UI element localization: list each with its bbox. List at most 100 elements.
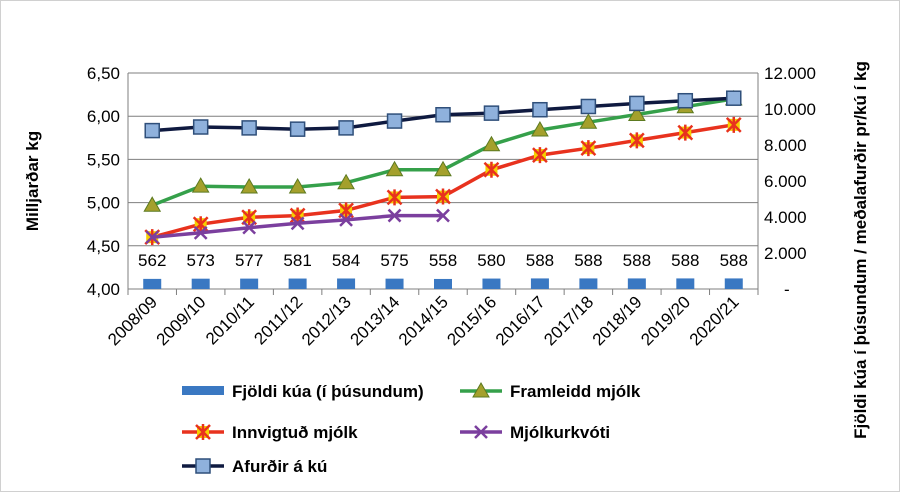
legend-label: Mjólkurkvóti bbox=[510, 423, 610, 442]
legend-marker bbox=[195, 458, 211, 474]
x-tick-label: 2014/15 bbox=[395, 292, 452, 349]
bar-value-label: 588 bbox=[671, 251, 699, 270]
x-tick-label: 2011/12 bbox=[250, 292, 306, 348]
point-innvigtuð-mjólk-cross bbox=[677, 124, 694, 141]
left-tick-label: 4,00 bbox=[87, 280, 120, 299]
bar-value-label: 577 bbox=[235, 251, 263, 270]
point-framleidd-mjólk bbox=[385, 160, 404, 177]
right-tick-label: 2.000 bbox=[764, 244, 807, 263]
bar-cows bbox=[579, 278, 598, 289]
point-afurðir-á-kú bbox=[386, 113, 403, 129]
bar-cows bbox=[385, 278, 404, 289]
point-afurðir-á-kú bbox=[629, 95, 645, 112]
x-tick-label: 2019/20 bbox=[637, 292, 694, 349]
legend-swatch bbox=[182, 386, 224, 395]
x-tick-label: 2013/14 bbox=[346, 292, 403, 349]
point-mjólkurkvóti bbox=[290, 216, 305, 231]
legend-marker bbox=[474, 425, 488, 439]
x-tick-label: 2018/19 bbox=[589, 292, 646, 349]
bar-cows bbox=[337, 278, 356, 289]
point-afurðir-á-kú bbox=[726, 90, 742, 106]
point-framleidd-mjólk bbox=[627, 105, 646, 121]
point-mjólkurkvóti bbox=[436, 208, 450, 223]
point-framleidd-mjólk bbox=[337, 173, 355, 190]
point-innvigtuð-mjólk-cross bbox=[483, 161, 500, 178]
legend-label: Framleidd mjólk bbox=[510, 382, 641, 401]
point-innvigtuð-mjólk-cross bbox=[386, 189, 403, 206]
point-afurðir-á-kú bbox=[192, 119, 209, 135]
bar-cows bbox=[191, 278, 210, 289]
x-tick-label: 2012/13 bbox=[298, 292, 355, 349]
right-tick-label: 6.000 bbox=[764, 172, 807, 191]
bar-value-label: 580 bbox=[477, 251, 505, 270]
point-innvigtuð-mjólk-cross bbox=[532, 147, 548, 164]
bar-cows bbox=[482, 278, 501, 289]
bar-cows bbox=[143, 278, 162, 289]
bar-cows bbox=[627, 278, 646, 289]
legend-marker bbox=[472, 381, 490, 398]
point-mjólkurkvóti bbox=[193, 225, 208, 240]
point-afurðir-á-kú bbox=[289, 121, 306, 137]
point-framleidd-mjólk bbox=[191, 177, 210, 193]
point-mjólkurkvóti bbox=[242, 220, 257, 235]
point-innvigtuð-mjólk-cross bbox=[628, 132, 645, 149]
bar-value-label: 562 bbox=[138, 251, 166, 270]
right-axis-title: Fjöldi kúa í þúsundum / meðalafurðir pr/… bbox=[851, 61, 870, 439]
right-tick-label: 12.000 bbox=[764, 64, 816, 83]
bar-value-label: 588 bbox=[574, 251, 602, 270]
legend-marker-cross bbox=[195, 424, 211, 440]
point-mjólkurkvóti bbox=[145, 230, 160, 245]
bar-value-label: 581 bbox=[283, 251, 311, 270]
point-framleidd-mjólk bbox=[531, 121, 549, 137]
x-tick-label: 2017/18 bbox=[540, 292, 597, 349]
left-tick-label: 5,50 bbox=[87, 150, 120, 169]
bar-value-label: 575 bbox=[380, 251, 408, 270]
point-innvigtuð-mjólk-cross bbox=[725, 116, 742, 133]
x-tick-label: 2015/16 bbox=[443, 292, 500, 349]
left-tick-label: 5,00 bbox=[87, 194, 120, 213]
point-mjólkurkvóti bbox=[387, 208, 402, 223]
point-framleidd-mjólk bbox=[579, 113, 598, 129]
bar-value-label: 588 bbox=[720, 251, 748, 270]
bar-cows bbox=[240, 278, 259, 289]
point-framleidd-mjólk bbox=[434, 160, 452, 177]
bar-cows bbox=[530, 278, 549, 289]
left-tick-label: 6,00 bbox=[87, 107, 120, 126]
x-tick-label: 2016/17 bbox=[492, 292, 549, 349]
left-tick-label: 6,50 bbox=[87, 64, 120, 83]
bar-value-label: 584 bbox=[332, 251, 360, 270]
bar-value-label: 558 bbox=[429, 251, 457, 270]
point-innvigtuð-mjólk-cross bbox=[580, 140, 597, 157]
point-framleidd-mjólk bbox=[240, 178, 259, 194]
right-tick-label: 10.000 bbox=[764, 100, 816, 119]
point-afurðir-á-kú bbox=[338, 120, 354, 136]
point-afurðir-á-kú bbox=[532, 101, 548, 118]
x-tick-label: 2009/10 bbox=[153, 292, 210, 349]
legend-label: Afurðir á kú bbox=[232, 457, 327, 476]
series-line-innvigtuð-mjólk bbox=[151, 123, 735, 239]
point-afurðir-á-kú bbox=[677, 92, 694, 109]
x-tick-label: 2008/09 bbox=[104, 292, 161, 349]
point-framleidd-mjólk bbox=[288, 178, 307, 194]
bar-cows bbox=[676, 278, 695, 289]
bar-cows bbox=[434, 278, 452, 289]
left-tick-label: 4,50 bbox=[87, 237, 120, 256]
point-afurðir-á-kú bbox=[435, 107, 451, 123]
x-tick-label: 2010/11 bbox=[202, 292, 258, 348]
point-afurðir-á-kú bbox=[144, 122, 160, 139]
legend-label: Fjöldi kúa (í þúsundum) bbox=[232, 382, 424, 401]
right-tick-label: 8.000 bbox=[764, 136, 807, 155]
bar-value-label: 573 bbox=[187, 251, 215, 270]
bar-cows bbox=[724, 278, 743, 289]
right-tick-label: 4.000 bbox=[764, 208, 807, 227]
point-afurðir-á-kú bbox=[580, 98, 597, 115]
left-axis-title: Milljarðar kg bbox=[23, 131, 42, 231]
bar-value-label: 588 bbox=[623, 251, 651, 270]
point-afurðir-á-kú bbox=[483, 105, 500, 121]
x-tick-label: 2020/21 bbox=[686, 292, 743, 349]
point-afurðir-á-kú bbox=[241, 120, 257, 136]
bar-value-label: 588 bbox=[526, 251, 554, 270]
right-tick-label: - bbox=[784, 280, 790, 299]
point-innvigtuð-mjólk-cross bbox=[435, 188, 451, 205]
